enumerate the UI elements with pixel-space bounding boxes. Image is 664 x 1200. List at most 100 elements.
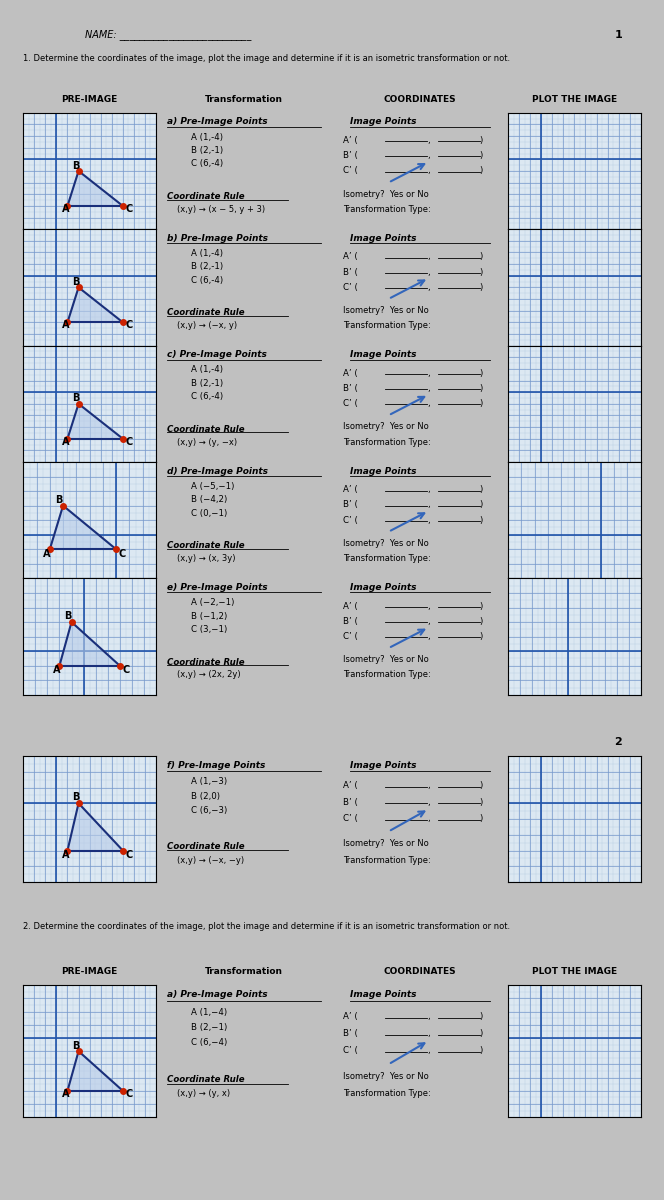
Text: ): ) bbox=[480, 1046, 483, 1055]
Text: A (−2,−1): A (−2,−1) bbox=[191, 598, 234, 607]
Text: Transformation Type:: Transformation Type: bbox=[343, 322, 430, 330]
Text: Isometry?  Yes or No: Isometry? Yes or No bbox=[343, 539, 428, 548]
Text: Transformation Type:: Transformation Type: bbox=[343, 856, 430, 864]
Text: ): ) bbox=[480, 516, 483, 524]
Text: ): ) bbox=[480, 617, 483, 626]
Text: ,: , bbox=[427, 1028, 430, 1038]
Text: ): ) bbox=[480, 252, 483, 262]
Text: ,: , bbox=[427, 781, 430, 790]
Text: ,: , bbox=[427, 283, 430, 292]
Text: Image Points: Image Points bbox=[350, 118, 416, 126]
Text: ): ) bbox=[480, 1028, 483, 1038]
Text: ,: , bbox=[427, 268, 430, 277]
Text: COORDINATES: COORDINATES bbox=[384, 95, 456, 104]
Text: ): ) bbox=[480, 268, 483, 277]
Text: C’ (: C’ ( bbox=[343, 167, 357, 175]
Text: C: C bbox=[122, 665, 129, 674]
Text: ,: , bbox=[427, 400, 430, 408]
Text: A’ (: A’ ( bbox=[343, 781, 357, 790]
Text: A’ (: A’ ( bbox=[343, 485, 357, 494]
Text: Coordinate Rule: Coordinate Rule bbox=[167, 841, 244, 851]
Text: ,: , bbox=[427, 500, 430, 510]
Text: ,: , bbox=[427, 384, 430, 394]
Text: A’ (: A’ ( bbox=[343, 136, 357, 145]
Text: 1. Determine the coordinates of the image, plot the image and determine if it is: 1. Determine the coordinates of the imag… bbox=[23, 54, 511, 64]
Text: C: C bbox=[125, 204, 132, 214]
Text: Image Points: Image Points bbox=[350, 234, 416, 242]
Text: (x,y) → (x, 3y): (x,y) → (x, 3y) bbox=[177, 554, 236, 563]
Text: Coordinate Rule: Coordinate Rule bbox=[167, 192, 244, 200]
Text: ,: , bbox=[427, 798, 430, 806]
Text: ,: , bbox=[427, 368, 430, 378]
Text: ): ) bbox=[480, 632, 483, 641]
Polygon shape bbox=[68, 803, 123, 851]
Text: C: C bbox=[119, 548, 126, 558]
Text: (x,y) → (2x, 2y): (x,y) → (2x, 2y) bbox=[177, 671, 241, 679]
Text: C’ (: C’ ( bbox=[343, 516, 357, 524]
Text: B’ (: B’ ( bbox=[343, 500, 357, 510]
Text: ): ) bbox=[480, 283, 483, 292]
Text: NAME: ___________________________: NAME: ___________________________ bbox=[85, 29, 252, 41]
Text: 2: 2 bbox=[614, 737, 622, 746]
Text: C’ (: C’ ( bbox=[343, 283, 357, 292]
Text: Isometry?  Yes or No: Isometry? Yes or No bbox=[343, 306, 428, 316]
Text: Isometry?  Yes or No: Isometry? Yes or No bbox=[343, 1073, 428, 1081]
Text: ,: , bbox=[427, 151, 430, 161]
Text: ): ) bbox=[480, 798, 483, 806]
Text: ,: , bbox=[427, 136, 430, 145]
Text: A: A bbox=[62, 1090, 70, 1099]
Polygon shape bbox=[50, 505, 116, 550]
Text: B (−1,2): B (−1,2) bbox=[191, 612, 228, 620]
Text: B: B bbox=[72, 792, 79, 802]
Text: B: B bbox=[55, 494, 62, 505]
Text: B’ (: B’ ( bbox=[343, 151, 357, 161]
Text: (x,y) → (y, x): (x,y) → (y, x) bbox=[177, 1090, 230, 1098]
Text: Image Points: Image Points bbox=[350, 990, 416, 1000]
Text: B (2,-1): B (2,-1) bbox=[191, 379, 223, 388]
Text: A: A bbox=[53, 665, 61, 674]
Text: C’ (: C’ ( bbox=[343, 814, 357, 823]
Text: A: A bbox=[62, 851, 70, 860]
Text: A’ (: A’ ( bbox=[343, 368, 357, 378]
Text: e) Pre-Image Points: e) Pre-Image Points bbox=[167, 583, 267, 592]
Text: A’ (: A’ ( bbox=[343, 1012, 357, 1020]
Text: A: A bbox=[62, 437, 70, 446]
Text: Image Points: Image Points bbox=[350, 583, 416, 592]
Text: B’ (: B’ ( bbox=[343, 798, 357, 806]
Text: PRE-IMAGE: PRE-IMAGE bbox=[62, 95, 118, 104]
Text: 1: 1 bbox=[614, 30, 622, 40]
Text: (x,y) → (−x, y): (x,y) → (−x, y) bbox=[177, 322, 237, 330]
Text: d) Pre-Image Points: d) Pre-Image Points bbox=[167, 467, 268, 475]
Text: Transformation: Transformation bbox=[205, 95, 283, 104]
Text: A: A bbox=[62, 204, 70, 214]
Text: Transformation Type:: Transformation Type: bbox=[343, 205, 430, 214]
Text: B’ (: B’ ( bbox=[343, 384, 357, 394]
Text: Isometry?  Yes or No: Isometry? Yes or No bbox=[343, 839, 428, 848]
Text: c) Pre-Image Points: c) Pre-Image Points bbox=[167, 350, 266, 359]
Text: ): ) bbox=[480, 500, 483, 510]
Text: A (1,-4): A (1,-4) bbox=[191, 132, 223, 142]
Text: (x,y) → (−x, −y): (x,y) → (−x, −y) bbox=[177, 856, 244, 864]
Polygon shape bbox=[68, 287, 123, 323]
Text: ,: , bbox=[427, 617, 430, 626]
Text: Image Points: Image Points bbox=[350, 350, 416, 359]
Text: b) Pre-Image Points: b) Pre-Image Points bbox=[167, 234, 268, 242]
Text: Transformation Type:: Transformation Type: bbox=[343, 438, 430, 446]
Text: Isometry?  Yes or No: Isometry? Yes or No bbox=[343, 190, 428, 199]
Text: B (2,0): B (2,0) bbox=[191, 792, 220, 800]
Text: B’ (: B’ ( bbox=[343, 617, 357, 626]
Text: A’ (: A’ ( bbox=[343, 601, 357, 611]
Text: C (6,−4): C (6,−4) bbox=[191, 1038, 228, 1046]
Polygon shape bbox=[68, 1051, 123, 1091]
Text: Coordinate Rule: Coordinate Rule bbox=[167, 425, 244, 433]
Text: C: C bbox=[125, 851, 132, 860]
Text: ,: , bbox=[427, 167, 430, 175]
Text: B: B bbox=[72, 1040, 79, 1050]
Polygon shape bbox=[68, 403, 123, 439]
Text: Coordinate Rule: Coordinate Rule bbox=[167, 1075, 244, 1084]
Text: B (−4,2): B (−4,2) bbox=[191, 496, 228, 504]
Text: ,: , bbox=[427, 485, 430, 494]
Text: ): ) bbox=[480, 136, 483, 145]
Text: COORDINATES: COORDINATES bbox=[384, 967, 456, 977]
Text: ,: , bbox=[427, 814, 430, 823]
